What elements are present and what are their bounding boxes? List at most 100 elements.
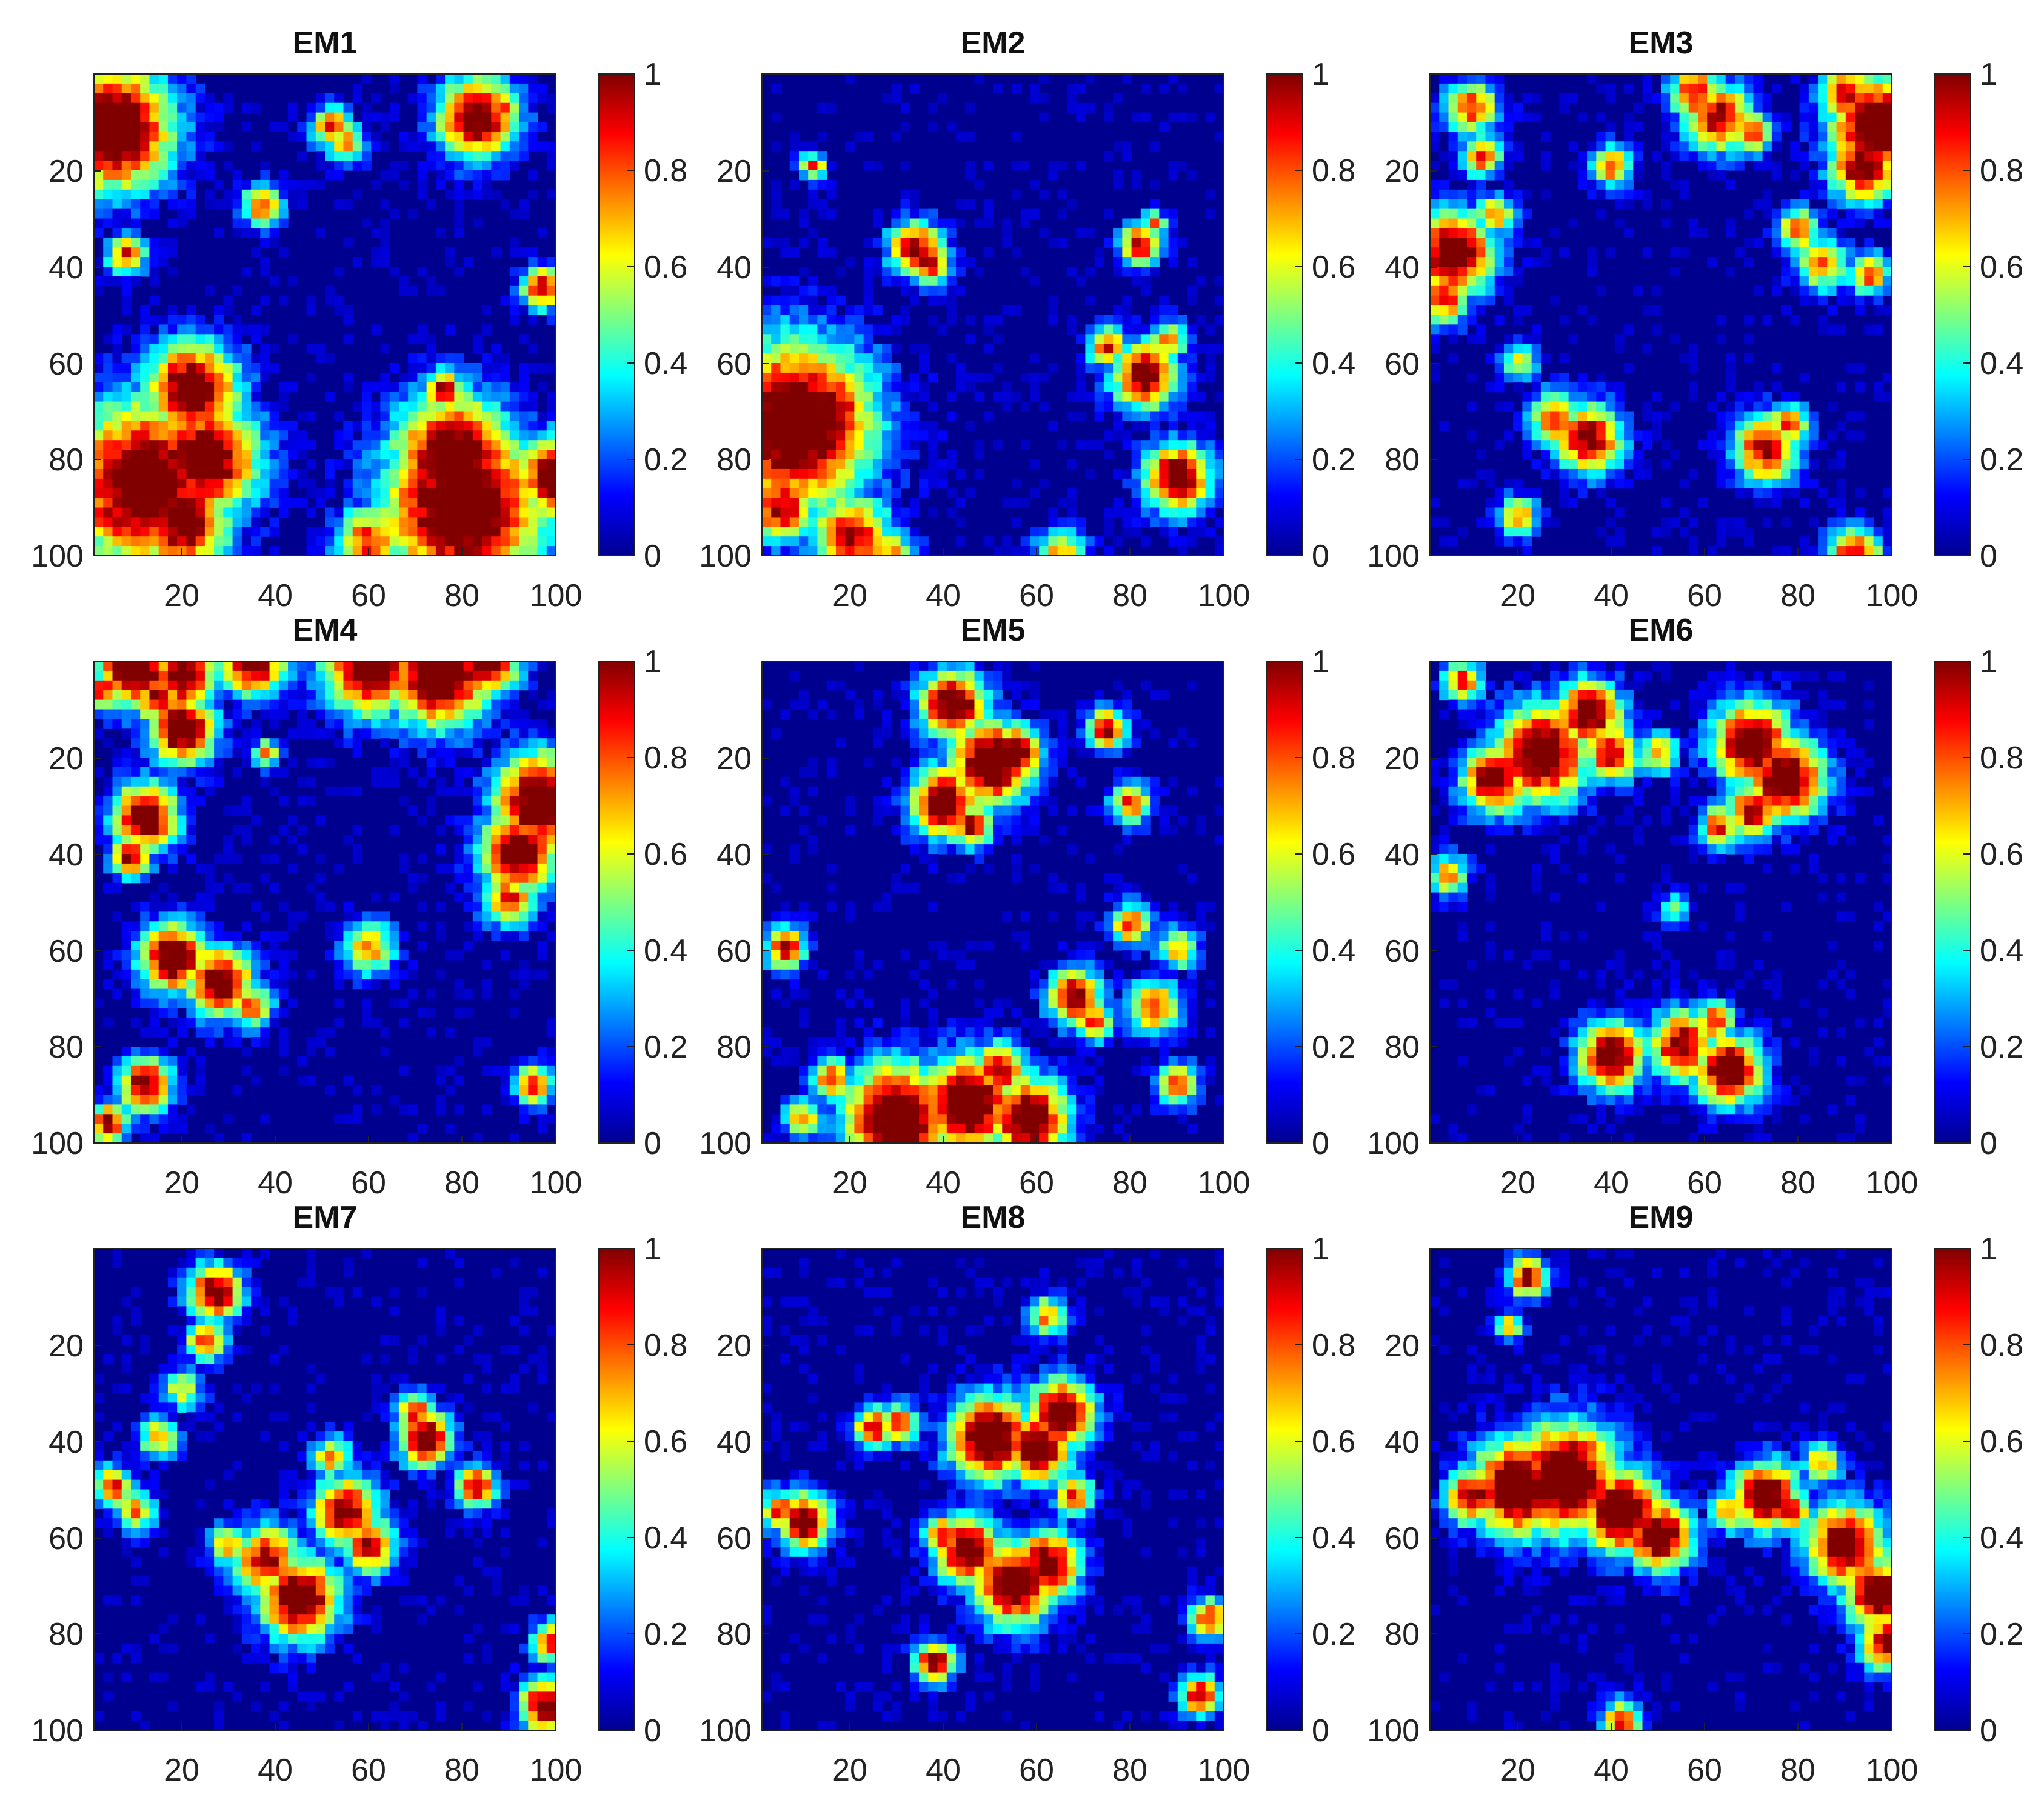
heatmap-cell bbox=[919, 344, 929, 354]
heatmap-cell bbox=[491, 459, 501, 470]
heatmap-cell bbox=[1587, 440, 1597, 450]
heatmap-cell bbox=[1169, 161, 1178, 171]
heatmap-cell bbox=[168, 247, 178, 258]
heatmap-cell bbox=[771, 84, 781, 94]
heatmap-cell bbox=[817, 488, 827, 499]
heatmap-cell bbox=[938, 459, 947, 470]
heatmap-cell bbox=[1458, 113, 1468, 123]
heatmap-cell bbox=[473, 546, 483, 556]
heatmap-cell bbox=[186, 132, 196, 142]
heatmap-cell bbox=[1178, 488, 1187, 499]
heatmap-cell bbox=[1206, 190, 1215, 200]
heatmap-cell bbox=[1150, 517, 1160, 527]
heatmap-cell bbox=[353, 132, 362, 142]
heatmap-cell bbox=[149, 864, 159, 874]
heatmap-cell bbox=[316, 758, 326, 768]
heatmap-cell bbox=[205, 710, 215, 720]
heatmap-cell bbox=[1578, 373, 1588, 383]
heatmap-cell bbox=[343, 498, 353, 508]
heatmap-cell bbox=[771, 459, 781, 470]
heatmap-cell bbox=[260, 488, 270, 499]
heatmap-cell bbox=[528, 777, 538, 787]
heatmap-cell bbox=[1476, 219, 1486, 229]
heatmap-cell bbox=[790, 305, 800, 315]
heatmap-cell bbox=[279, 170, 289, 181]
heatmap-cell bbox=[482, 700, 492, 710]
heatmap-cell bbox=[547, 777, 556, 787]
heatmap-cell bbox=[1615, 161, 1625, 171]
heatmap-cell bbox=[1615, 141, 1625, 152]
heatmap-cell bbox=[1883, 546, 1892, 556]
heatmap-cell bbox=[519, 122, 529, 133]
heatmap-cell bbox=[1522, 93, 1532, 104]
heatmap-cell bbox=[177, 844, 187, 855]
heatmap-cell bbox=[790, 527, 800, 537]
heatmap-cell bbox=[510, 122, 519, 133]
heatmap-cell bbox=[1532, 412, 1541, 422]
heatmap-cell bbox=[491, 74, 501, 84]
heatmap-cell bbox=[1458, 286, 1468, 296]
heatmap-cell bbox=[1883, 113, 1892, 123]
heatmap-cell bbox=[205, 498, 215, 508]
heatmap-cell bbox=[408, 488, 418, 499]
heatmap-cell bbox=[771, 353, 781, 364]
heatmap-cell bbox=[547, 873, 556, 884]
heatmap-cell bbox=[780, 286, 790, 296]
heatmap-cell bbox=[251, 412, 261, 422]
heatmap-cell bbox=[928, 402, 938, 412]
heatmap-cell bbox=[1196, 498, 1206, 508]
heatmap-cell bbox=[325, 479, 335, 489]
heatmap-cell bbox=[417, 873, 427, 884]
heatmap-cell bbox=[122, 392, 132, 402]
heatmap-cell bbox=[334, 671, 344, 681]
heatmap-cell bbox=[205, 758, 215, 768]
heatmap-cell bbox=[1132, 247, 1141, 258]
heatmap-cell bbox=[1467, 209, 1477, 219]
heatmap-cell bbox=[827, 536, 837, 547]
heatmap-cell bbox=[491, 681, 501, 691]
heatmap-cell bbox=[1495, 74, 1505, 84]
heatmap-cell bbox=[1679, 93, 1689, 104]
heatmap-cell bbox=[519, 671, 529, 681]
heatmap-cell bbox=[528, 844, 538, 855]
heatmap-cell bbox=[1550, 296, 1560, 306]
heatmap-cell bbox=[445, 421, 455, 431]
heatmap-cell bbox=[131, 661, 141, 671]
heatmap-cell bbox=[1809, 430, 1819, 441]
heatmap-cell bbox=[501, 758, 510, 768]
heatmap-cell bbox=[473, 450, 483, 460]
heatmap-cell bbox=[1048, 170, 1058, 181]
heatmap-cell bbox=[1689, 103, 1698, 113]
heatmap-cell bbox=[1874, 122, 1883, 133]
heatmap-cell bbox=[1187, 527, 1197, 537]
heatmap-cell bbox=[196, 488, 205, 499]
heatmap-cell bbox=[223, 412, 233, 422]
heatmap-cell bbox=[140, 132, 150, 142]
heatmap-cell bbox=[159, 93, 169, 104]
heatmap-cell bbox=[1846, 412, 1855, 422]
heatmap-cell bbox=[464, 700, 473, 710]
heatmap-cell bbox=[1883, 199, 1892, 210]
heatmap-cell bbox=[408, 469, 418, 479]
heatmap-cell bbox=[528, 170, 538, 181]
heatmap-cell bbox=[454, 681, 464, 691]
heatmap-cell bbox=[464, 728, 473, 739]
heatmap-cell bbox=[205, 690, 215, 701]
heatmap-cell bbox=[251, 305, 261, 315]
heatmap-cell bbox=[186, 728, 196, 739]
heatmap-cell bbox=[491, 132, 501, 142]
heatmap-cell bbox=[1864, 247, 1874, 258]
heatmap-cell bbox=[94, 228, 104, 238]
heatmap-cell bbox=[482, 161, 492, 171]
heatmap-cell bbox=[817, 536, 827, 547]
heatmap-cell bbox=[131, 392, 141, 402]
heatmap-cell bbox=[1159, 344, 1169, 354]
heatmap-cell bbox=[919, 363, 929, 373]
heatmap-cell bbox=[528, 190, 538, 200]
heatmap-cell bbox=[1846, 103, 1855, 113]
heatmap-cell bbox=[836, 440, 846, 450]
heatmap-cell bbox=[1735, 402, 1745, 412]
heatmap-cell bbox=[1818, 103, 1828, 113]
heatmap-cell bbox=[103, 238, 113, 248]
heatmap-cell bbox=[1141, 469, 1151, 479]
